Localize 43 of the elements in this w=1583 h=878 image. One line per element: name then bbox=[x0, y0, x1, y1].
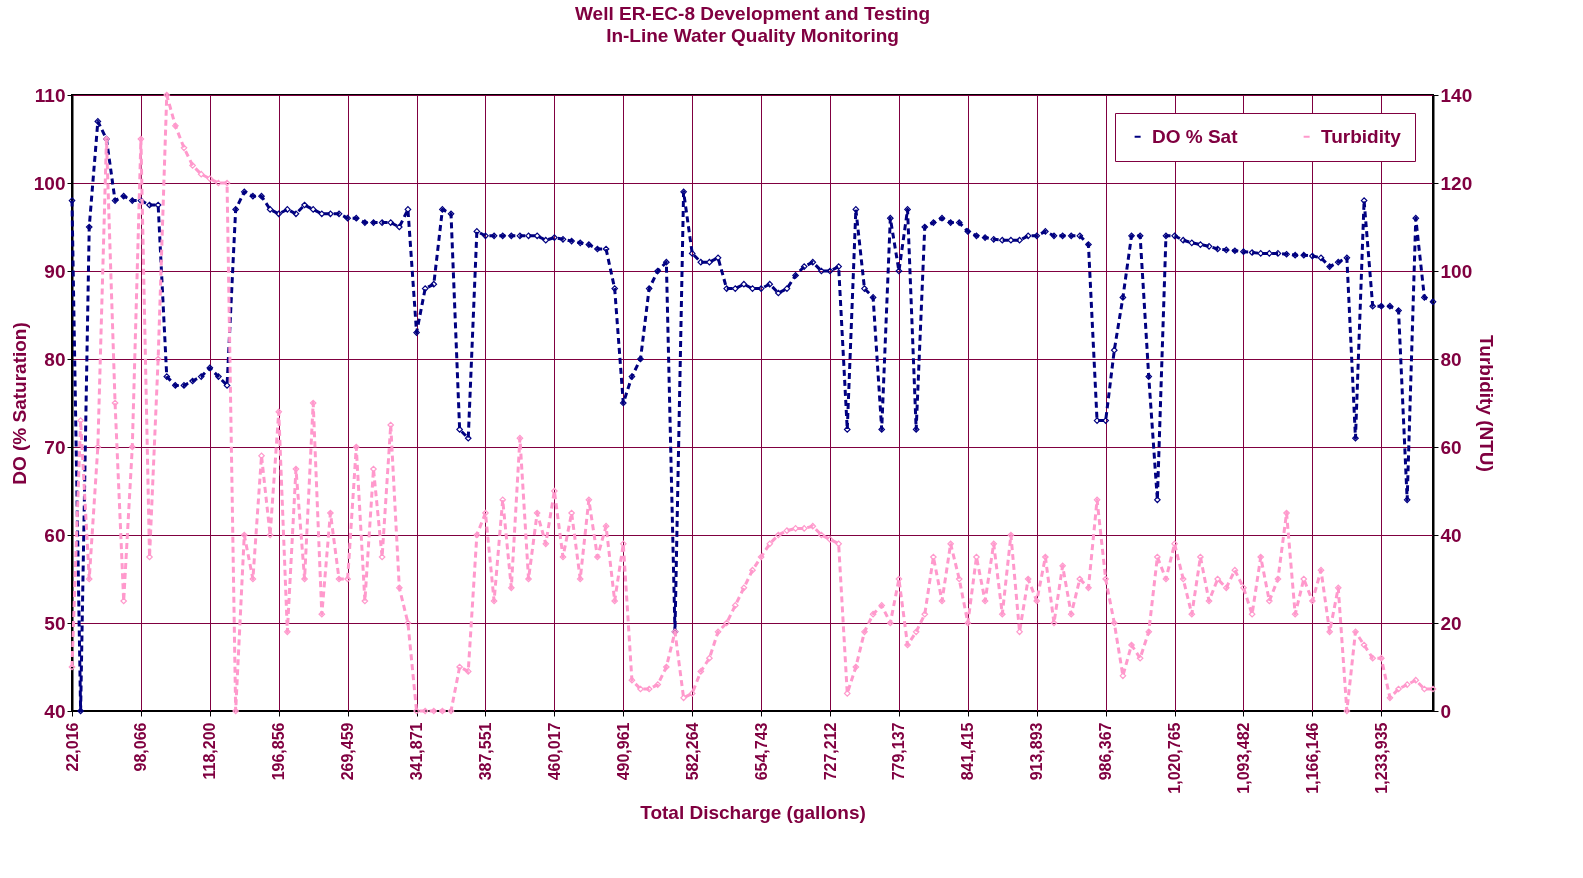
y2-tick-label: 100 bbox=[1440, 260, 1473, 282]
x-tick-label: 1,166,146 bbox=[1303, 722, 1321, 794]
y-tick-label: 70 bbox=[44, 436, 66, 458]
x-tick-label: 460,017 bbox=[545, 722, 563, 781]
x-tick-label: 98,066 bbox=[132, 722, 150, 772]
x-tick-label: 727,212 bbox=[821, 722, 839, 781]
x-tick-label: 341,871 bbox=[408, 722, 426, 781]
y-axis-title: DO (% Saturation) bbox=[8, 322, 30, 485]
y2-tick-label: 40 bbox=[1440, 524, 1462, 546]
y2-tick-label: 120 bbox=[1440, 172, 1473, 194]
x-tick-label: 387,551 bbox=[476, 722, 494, 781]
y-tick-label: 110 bbox=[34, 84, 66, 106]
y-tick-label: 40 bbox=[44, 700, 66, 722]
x-tick-label: 1,233,935 bbox=[1372, 722, 1390, 794]
x-axis-title: Total Discharge (gallons) bbox=[640, 801, 866, 823]
y2-tick-label: 60 bbox=[1440, 436, 1462, 458]
x-tick-label: 841,415 bbox=[959, 722, 977, 781]
y-tick-label: 50 bbox=[44, 612, 66, 634]
x-tick-label: 779,137 bbox=[890, 722, 908, 781]
y-tick-label: 60 bbox=[44, 524, 66, 546]
y-tick-label: 80 bbox=[44, 348, 66, 370]
y2-tick-label: 20 bbox=[1440, 612, 1462, 634]
x-tick-label: 1,020,765 bbox=[1166, 722, 1184, 794]
x-tick-label: 269,459 bbox=[339, 722, 357, 781]
y2-axis-title: Turbidity (NTU) bbox=[1476, 335, 1498, 472]
y-tick-label: 90 bbox=[44, 260, 66, 282]
y-tick-label: 100 bbox=[33, 172, 66, 194]
x-tick-label: 986,367 bbox=[1097, 722, 1115, 781]
chart-subtitle: In-Line Water Quality Monitoring bbox=[606, 25, 899, 46]
legend-label: Turbidity bbox=[1321, 125, 1402, 147]
x-tick-label: 196,856 bbox=[270, 722, 288, 781]
x-tick-label: 1,093,482 bbox=[1234, 722, 1252, 794]
chart-title: Well ER-EC-8 Development and Testing bbox=[574, 3, 931, 24]
x-tick-label: 582,264 bbox=[683, 722, 701, 781]
y2-tick-label: 140 bbox=[1440, 84, 1473, 106]
x-tick-label: 913,893 bbox=[1028, 722, 1046, 781]
x-tick-label: 118,200 bbox=[201, 722, 219, 780]
y2-tick-label: 80 bbox=[1440, 348, 1462, 370]
x-tick-label: 490,961 bbox=[614, 722, 632, 781]
x-tick-label: 654,743 bbox=[752, 722, 770, 781]
legend-label: DO % Sat bbox=[1152, 125, 1239, 147]
y2-tick-label: 0 bbox=[1440, 700, 1452, 722]
x-tick-label: 22,016 bbox=[63, 722, 81, 772]
